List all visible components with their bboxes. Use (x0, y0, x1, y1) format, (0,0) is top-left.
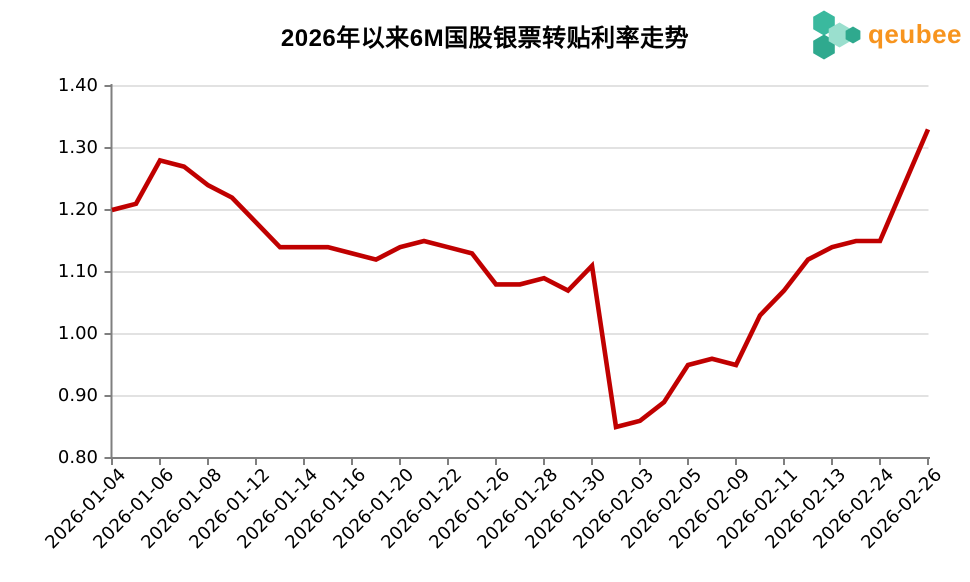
y-axis-tick-label: 1.00 (57, 323, 98, 344)
x-axis-ticks (111, 458, 929, 465)
qeubee-logo-text: qeubee (867, 18, 962, 49)
logo-hexagon (828, 22, 851, 48)
rate-line (111, 128, 931, 430)
qeubee-logo: qeubee (804, 8, 962, 60)
y-gridlines (111, 85, 929, 397)
y-axis-ticks (104, 85, 112, 459)
y-axis-tick-label: 1.10 (57, 261, 98, 282)
chart-title: 2026年以来6M国股银票转贴利率走势 (280, 25, 690, 52)
qeubee-logo-icon (813, 10, 861, 60)
y-axis-tick-label: 1.40 (57, 75, 98, 96)
y-axis-tick-label: 1.30 (57, 137, 98, 158)
y-axis-tick-label: 1.20 (57, 199, 98, 220)
y-axis-tick-label: 0.80 (57, 447, 98, 468)
logo-hexagon (845, 26, 861, 44)
y-axis-tick-label: 0.90 (57, 385, 98, 406)
